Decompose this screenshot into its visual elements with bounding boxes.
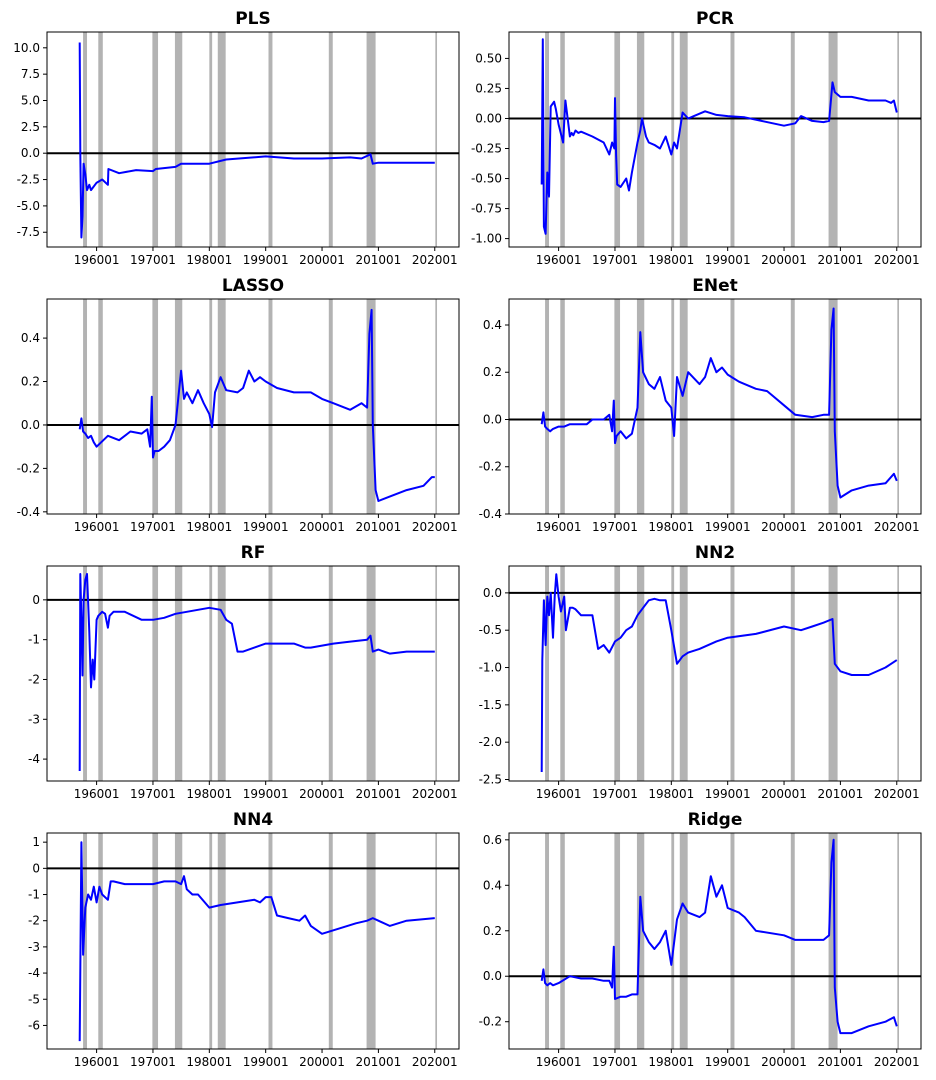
- x-tick-label: 199001: [243, 253, 289, 267]
- x-tick-label: 197001: [130, 253, 176, 267]
- y-tick-label: -7.5: [17, 225, 40, 239]
- chart-title: PLS: [235, 9, 271, 29]
- recession-band: [152, 32, 159, 247]
- x-tick-label: 201001: [355, 253, 401, 267]
- y-tick-label: 7.5: [21, 67, 40, 81]
- y-tick-label: 0.0: [21, 146, 40, 160]
- recession-band: [217, 32, 226, 247]
- x-tick-label: 198001: [186, 253, 232, 267]
- y-tick-label: 5.0: [21, 94, 40, 108]
- y-tick-label: -5.0: [17, 199, 40, 213]
- y-tick-label: -2.5: [17, 173, 40, 187]
- axes-frame: [46, 31, 460, 248]
- recession-band: [209, 32, 213, 247]
- x-tick-label: 202001: [412, 253, 458, 267]
- y-tick-label: 10.0: [13, 41, 40, 55]
- recession-band: [435, 32, 438, 247]
- plot-area: [47, 32, 459, 247]
- recession-band: [328, 32, 333, 247]
- recession-band: [98, 32, 103, 247]
- series-line-pls: [78, 42, 435, 239]
- recession-band: [83, 32, 88, 247]
- recession-band: [366, 32, 376, 247]
- y-tick-label: 2.5: [21, 120, 40, 134]
- x-tick-label: 196001: [74, 253, 120, 267]
- recession-band: [268, 32, 273, 247]
- x-tick-label: 200001: [299, 253, 345, 267]
- recession-band: [174, 32, 183, 247]
